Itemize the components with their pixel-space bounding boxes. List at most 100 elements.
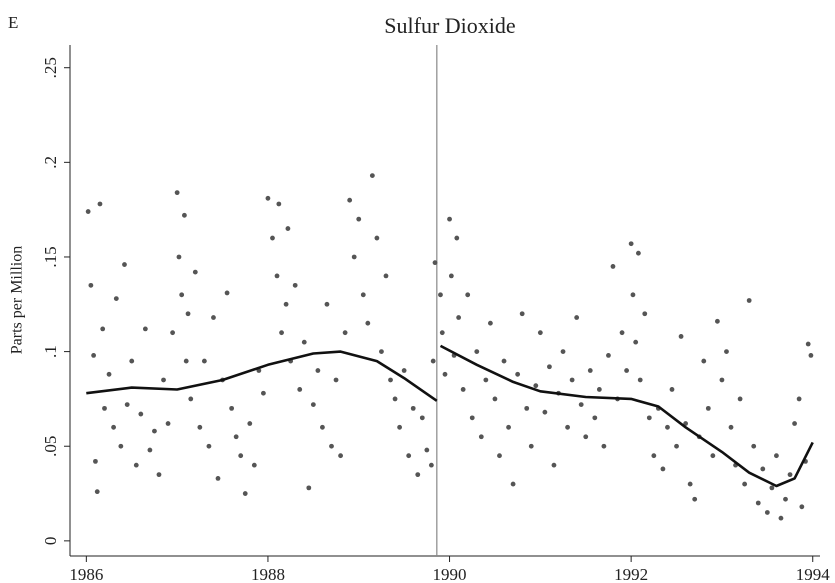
data-point — [515, 371, 521, 377]
data-point — [551, 462, 557, 468]
data-point — [805, 341, 811, 347]
data-point — [401, 368, 407, 373]
data-point — [596, 387, 602, 392]
data-point — [574, 315, 580, 320]
data-point — [487, 320, 493, 326]
data-point — [388, 377, 393, 383]
data-point — [678, 334, 684, 339]
data-point — [601, 443, 607, 449]
data-point — [506, 424, 511, 430]
data-point — [351, 254, 357, 260]
x-tick-label: 1992 — [614, 565, 648, 583]
data-point — [310, 402, 316, 407]
data-point — [397, 424, 403, 430]
data-point — [111, 424, 116, 430]
data-point — [197, 424, 203, 430]
data-point — [769, 485, 775, 491]
data-point — [118, 443, 124, 449]
data-point — [324, 301, 330, 307]
data-point — [755, 500, 761, 506]
data-point — [624, 368, 629, 373]
data-point — [347, 197, 353, 203]
data-point — [669, 387, 675, 392]
data-point — [497, 453, 502, 459]
y-tick-label: .2 — [41, 156, 60, 169]
data-point — [297, 387, 303, 392]
panel-label: E — [8, 13, 18, 32]
data-point — [424, 447, 430, 453]
data-point — [242, 491, 248, 496]
data-point — [778, 515, 784, 521]
data-point — [724, 349, 729, 354]
data-point — [569, 377, 575, 383]
data-point — [301, 339, 307, 345]
data-point — [742, 481, 748, 487]
data-point — [192, 269, 198, 275]
data-point — [138, 411, 144, 417]
data-point — [261, 390, 266, 396]
data-point — [474, 349, 480, 354]
data-point — [760, 466, 766, 472]
data-point — [238, 453, 244, 459]
x-tick-label: 1990 — [433, 565, 467, 583]
y-tick-label: .25 — [41, 57, 60, 78]
data-point — [410, 405, 416, 411]
data-point — [432, 260, 438, 266]
data-point — [787, 472, 793, 478]
data-point — [229, 405, 235, 411]
data-point — [460, 387, 466, 392]
data-point — [705, 405, 711, 411]
data-point — [492, 396, 498, 402]
data-point — [247, 421, 253, 426]
data-point — [265, 195, 271, 201]
data-point — [542, 409, 548, 415]
data-point — [578, 402, 584, 407]
data-point — [456, 315, 462, 320]
data-point — [687, 481, 693, 487]
data-point — [683, 421, 689, 426]
data-point — [315, 368, 321, 373]
data-point — [379, 349, 384, 354]
data-point — [85, 209, 91, 214]
data-point — [583, 434, 589, 440]
data-point — [796, 396, 802, 402]
data-point — [438, 292, 443, 298]
data-point — [524, 405, 530, 411]
data-point — [406, 453, 412, 459]
data-point — [674, 443, 679, 449]
data-point — [338, 453, 343, 459]
data-point — [274, 273, 280, 279]
data-point — [133, 462, 139, 468]
data-point — [510, 481, 516, 487]
data-point — [276, 201, 282, 207]
data-point — [152, 428, 157, 434]
data-point — [356, 216, 362, 222]
data-point — [179, 292, 185, 298]
data-point — [519, 311, 525, 317]
data-point — [533, 383, 539, 389]
data-point — [651, 453, 657, 459]
data-point — [156, 472, 162, 478]
data-point — [660, 466, 666, 472]
data-point — [751, 443, 757, 449]
data-point — [285, 226, 291, 231]
data-point — [374, 235, 380, 241]
y-tick-label: 0 — [41, 537, 60, 546]
data-point — [448, 273, 454, 279]
data-point — [792, 421, 797, 426]
data-point — [270, 235, 275, 241]
data-point — [106, 371, 112, 377]
data-point — [279, 330, 284, 336]
data-point — [147, 447, 153, 453]
data-point — [183, 358, 189, 364]
data-point — [528, 443, 534, 449]
data-point — [91, 352, 97, 358]
data-point — [419, 415, 425, 421]
data-point — [415, 472, 421, 478]
y-tick-label: .05 — [41, 436, 60, 457]
data-point — [211, 315, 216, 320]
data-point — [665, 424, 670, 430]
data-point — [774, 453, 779, 459]
data-point — [710, 453, 716, 459]
